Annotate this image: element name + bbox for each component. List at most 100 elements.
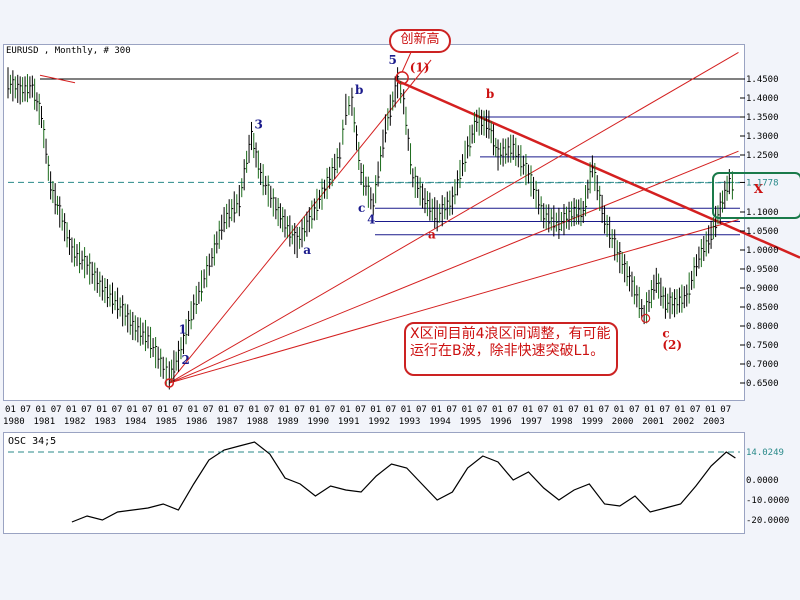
x-tick-month: 01 <box>431 405 442 415</box>
wave-label-4: 4 <box>367 212 375 226</box>
x-tick-year: 1981 <box>33 417 55 427</box>
y-tick-label: 0.9500 <box>746 265 779 275</box>
x-tick-month: 01 <box>96 405 107 415</box>
x-tick-year: 1983 <box>94 417 116 427</box>
x-tick-month: 01 <box>249 405 260 415</box>
x-tick-month: 07 <box>386 405 397 415</box>
fan-line-3 <box>169 219 739 384</box>
wave-label-2: 2 <box>181 353 189 367</box>
x-tick-month: 07 <box>416 405 427 415</box>
x-tick-month: 01 <box>401 405 412 415</box>
y-tick-label: 0.7500 <box>746 341 779 351</box>
x-tick-year: 1992 <box>368 417 390 427</box>
y-tick-label: 0.9000 <box>746 284 779 294</box>
osc-y-tick-label: -10.0000 <box>746 496 789 506</box>
y-tick-label: 1.0500 <box>746 227 779 237</box>
y-tick-label: 1.4000 <box>746 94 779 104</box>
x-tick-month: 07 <box>325 405 336 415</box>
oscillator-panel <box>3 432 745 534</box>
x-tick-month: 07 <box>51 405 62 415</box>
x-tick-year: 1990 <box>307 417 329 427</box>
x-tick-year: 1995 <box>460 417 482 427</box>
x-tick-month: 01 <box>644 405 655 415</box>
x-tick-month: 07 <box>568 405 579 415</box>
y-tick-label: 1.0000 <box>746 246 779 256</box>
wave-label-1: 1 <box>178 323 186 337</box>
x-tick-month: 01 <box>188 405 199 415</box>
wave-label-a: a <box>303 243 311 257</box>
osc-y-tick-label: 14.0249 <box>746 448 784 458</box>
x-tick-month: 07 <box>538 405 549 415</box>
x-tick-month: 07 <box>446 405 457 415</box>
x-tick-year: 1998 <box>551 417 573 427</box>
low-2000-marker <box>641 313 651 323</box>
x-tick-year: 1985 <box>155 417 177 427</box>
peak-callout-pointer <box>401 49 413 73</box>
wave-label-b: b <box>486 87 494 101</box>
chart-header: EURUSD , Monthly, # 300 <box>6 46 131 56</box>
x-tick-year: 1986 <box>186 417 208 427</box>
x-tick-year: 1984 <box>125 417 147 427</box>
x-tick-month: 07 <box>477 405 488 415</box>
x-tick-month: 07 <box>294 405 305 415</box>
x-tick-year: 1988 <box>247 417 269 427</box>
x-tick-year: 2000 <box>612 417 634 427</box>
x-tick-month: 07 <box>142 405 153 415</box>
x-tick-month: 01 <box>157 405 168 415</box>
x-tick-month: 01 <box>35 405 46 415</box>
y-tick-label: 1.4500 <box>746 75 779 85</box>
wave-label-(2): (2) <box>662 338 682 352</box>
x-tick-month: 07 <box>599 405 610 415</box>
wave-label-3: 3 <box>255 117 263 131</box>
x-tick-month: 01 <box>462 405 473 415</box>
wave-label-a: a <box>428 228 436 242</box>
wave-label-c: c <box>662 326 669 340</box>
x-tick-year: 1997 <box>520 417 542 427</box>
x-tick-month: 01 <box>66 405 77 415</box>
analysis-note: X区间目前4浪区间调整，有可能运行在B波，除非快速突破L1。 <box>404 322 618 376</box>
x-tick-year: 1999 <box>581 417 603 427</box>
y-tick-label: 0.6500 <box>746 379 779 389</box>
y-tick-label: 0.7000 <box>746 360 779 370</box>
wave-label-(1): (1) <box>410 60 430 74</box>
fan-line-1 <box>169 51 739 384</box>
x-tick-month: 07 <box>233 405 244 415</box>
x-tick-month: 01 <box>583 405 594 415</box>
trendline-l1 <box>397 79 800 259</box>
x-zone-box <box>712 172 800 219</box>
top-left-line <box>39 74 76 84</box>
x-tick-year: 2001 <box>642 417 664 427</box>
x-tick-month: 01 <box>340 405 351 415</box>
x-tick-month: 07 <box>659 405 670 415</box>
osc-y-tick-label: -20.0000 <box>746 516 789 526</box>
osc-y-tick-label: 0.0000 <box>746 476 779 486</box>
x-tick-year: 1987 <box>216 417 238 427</box>
x-tick-month: 07 <box>172 405 183 415</box>
x-tick-month: 01 <box>614 405 625 415</box>
oscillator-line <box>71 441 736 523</box>
price-chart-panel <box>3 44 745 401</box>
x-tick-year: 1994 <box>429 417 451 427</box>
x-tick-month: 01 <box>492 405 503 415</box>
y-tick-label: 0.8500 <box>746 303 779 313</box>
x-tick-month: 01 <box>5 405 16 415</box>
x-tick-month: 07 <box>20 405 31 415</box>
peak-callout: 创新高 <box>389 29 451 53</box>
x-tick-month: 07 <box>264 405 275 415</box>
x-tick-month: 07 <box>507 405 518 415</box>
y-tick-label: 1.1778 <box>746 178 779 188</box>
x-tick-year: 1980 <box>3 417 25 427</box>
x-tick-month: 07 <box>355 405 366 415</box>
x-tick-month: 01 <box>309 405 320 415</box>
x-tick-month: 01 <box>675 405 686 415</box>
wave-label-b: b <box>355 83 363 97</box>
y-tick-label: 1.1000 <box>746 208 779 218</box>
x-tick-month: 07 <box>629 405 640 415</box>
low-1985-marker <box>164 378 175 388</box>
y-tick-label: 0.8000 <box>746 322 779 332</box>
x-tick-year: 1989 <box>277 417 299 427</box>
wave-label-5: 5 <box>388 53 396 67</box>
x-tick-month: 01 <box>522 405 533 415</box>
x-tick-month: 01 <box>218 405 229 415</box>
